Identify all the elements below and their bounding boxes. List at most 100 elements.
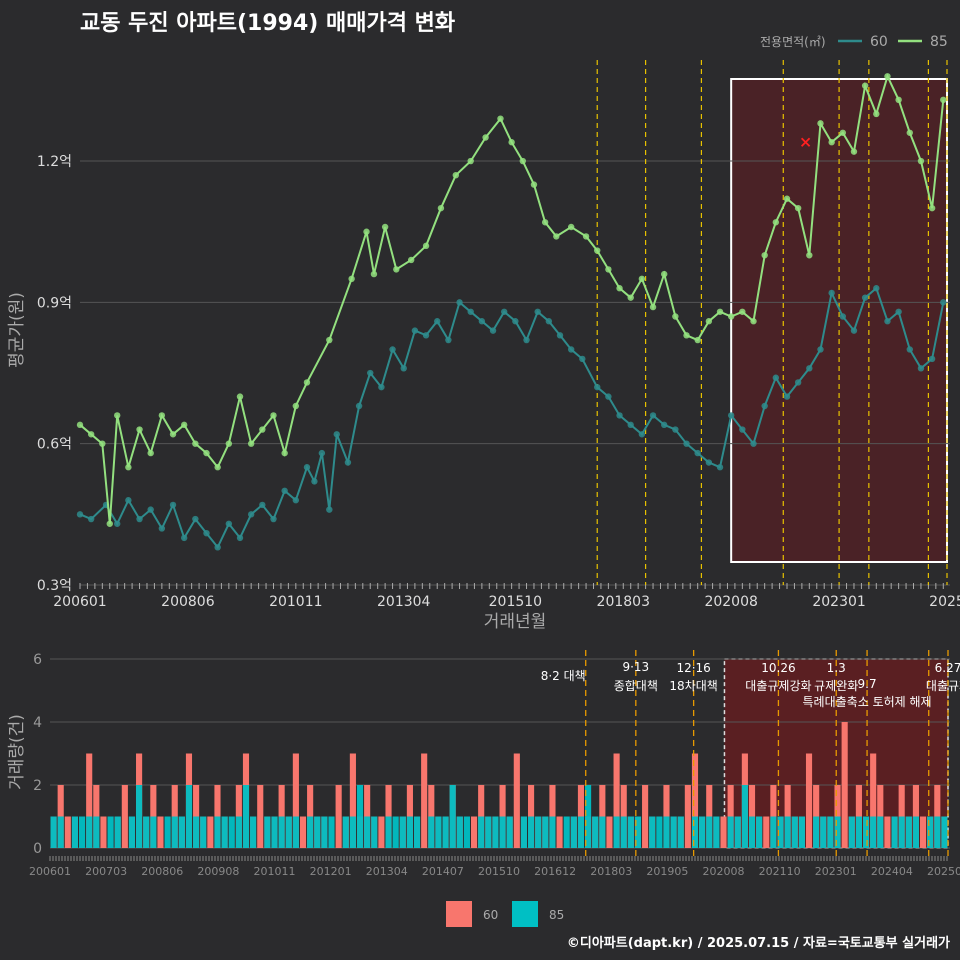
volume-x-tick-label: 200703: [85, 865, 127, 878]
data-point-60: [567, 346, 575, 353]
volume-bar-60: [349, 753, 356, 848]
data-point-60: [750, 440, 757, 447]
legend-bottom: 60 85: [446, 901, 564, 927]
volume-bar-85: [520, 816, 528, 848]
data-point-60: [895, 308, 902, 315]
data-point-60: [594, 383, 601, 391]
data-point-85: [750, 318, 757, 325]
volume-x-tick-label: 201304: [366, 865, 408, 878]
data-point-85: [794, 204, 802, 212]
data-point-60: [683, 440, 690, 447]
volume-x-tick-label: 202507: [927, 865, 960, 878]
data-point-60: [434, 318, 441, 325]
volume-bar-85: [164, 816, 171, 848]
volume-bar-85: [734, 816, 741, 848]
data-point-60: [236, 534, 244, 542]
volume-y-tick-label: 0: [33, 841, 42, 857]
data-point-60: [318, 449, 326, 457]
volume-x-tick-label: 202008: [703, 865, 745, 878]
volume-bar-85: [620, 816, 627, 848]
x-tick-label: 202301: [812, 594, 865, 610]
data-point-60: [125, 497, 132, 504]
data-point-85: [739, 308, 746, 315]
data-point-60: [661, 421, 668, 429]
data-point-85: [508, 139, 515, 146]
data-point-60: [445, 336, 452, 344]
volume-bar-85: [200, 816, 207, 848]
y-axis-label: 평균가(원): [7, 292, 27, 368]
volume-bar-85: [542, 816, 549, 848]
data-point-60: [672, 426, 679, 433]
data-point-60: [281, 487, 288, 494]
volume-y-tick-label: 2: [33, 778, 42, 794]
data-point-60: [114, 520, 121, 527]
data-point-85: [940, 96, 947, 104]
data-point-60: [727, 412, 735, 419]
volume-x-tick-label: 201201: [310, 865, 352, 878]
data-point-60: [311, 478, 318, 485]
volume-bar-60: [64, 816, 71, 848]
data-point-85: [76, 421, 84, 429]
data-point-60: [605, 393, 612, 400]
legend-swatch-bar-85: [512, 901, 538, 927]
volume-bar-85: [570, 816, 577, 848]
volume-bar-60: [86, 753, 93, 848]
volume-bar-85: [478, 816, 485, 848]
data-point-85: [452, 171, 460, 179]
x-tick-label: 201304: [377, 594, 431, 610]
data-point-60: [716, 464, 724, 471]
data-point-60: [203, 529, 210, 537]
data-point-60: [367, 369, 374, 377]
volume-bar-85: [820, 816, 827, 848]
volume-bar-85: [848, 816, 855, 848]
data-point-60: [839, 313, 847, 320]
data-point-85: [106, 520, 113, 527]
data-point-85: [553, 233, 560, 240]
data-point-85: [247, 440, 255, 447]
volume-x-tick-label: 200806: [141, 865, 183, 878]
volume-bar-85: [364, 816, 371, 848]
x-tick-label: 2025: [929, 594, 960, 610]
data-point-60: [579, 355, 586, 363]
volume-bar-85: [713, 816, 720, 848]
volume-bar-85: [791, 816, 798, 848]
data-point-85: [661, 270, 668, 278]
chart-title: 교동 두진 아파트(1994) 매매가격 변화: [80, 11, 455, 36]
data-point-85: [917, 157, 925, 165]
volume-bar-85: [214, 816, 221, 848]
volume-bar-85: [599, 816, 606, 848]
volume-bar-85: [435, 816, 442, 848]
volume-x-tick-label: 200601: [29, 865, 71, 878]
data-point-85: [370, 270, 378, 278]
volume-bar-85: [136, 785, 143, 848]
volume-bar-85: [577, 816, 585, 848]
data-point-60: [861, 294, 869, 301]
volume-bar-60: [870, 753, 877, 848]
data-point-85: [99, 440, 106, 447]
data-point-85: [649, 303, 657, 311]
data-point-60: [214, 544, 221, 551]
volume-bar-85: [813, 816, 820, 848]
policy-annotation-label: 특례대출축소 토허제 해제: [803, 695, 932, 709]
data-point-85: [381, 223, 389, 231]
volume-bar-85: [492, 816, 499, 848]
data-point-60: [411, 327, 419, 334]
data-point-85: [125, 464, 132, 471]
volume-bar-60: [642, 785, 649, 848]
volume-x-tick-label: 202301: [815, 865, 857, 878]
data-point-85: [705, 318, 713, 325]
volume-bar-85: [278, 816, 285, 848]
volume-bar-85: [934, 816, 941, 848]
volume-bar-85: [93, 816, 100, 848]
volume-bar-85: [727, 816, 734, 848]
volume-bar-85: [706, 816, 713, 848]
volume-bar-85: [699, 816, 706, 848]
volume-bar-85: [898, 816, 905, 848]
volume-bar-85: [328, 816, 335, 848]
data-point-60: [850, 327, 858, 334]
x-axis-label: 거래년월: [484, 612, 547, 632]
data-point-85: [850, 148, 858, 155]
data-point-60: [303, 464, 311, 471]
data-point-85: [582, 233, 590, 240]
